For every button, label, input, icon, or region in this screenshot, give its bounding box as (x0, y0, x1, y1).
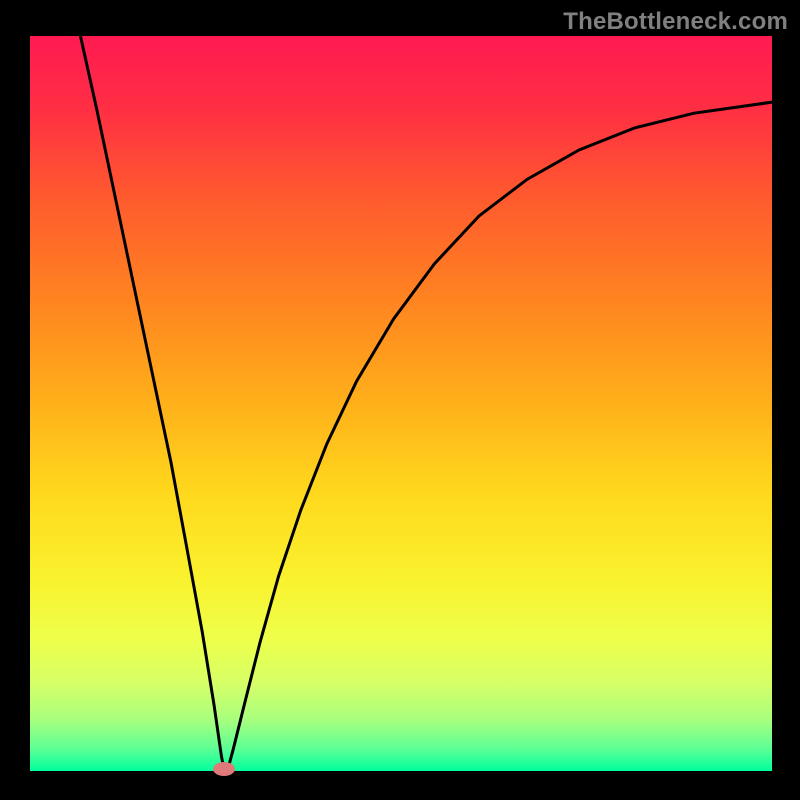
attribution-label: TheBottleneck.com (563, 8, 788, 36)
chart-frame: TheBottleneck.com (0, 0, 800, 800)
minimum-marker (213, 762, 235, 776)
bottleneck-chart (0, 0, 800, 800)
plot-background (30, 36, 772, 771)
